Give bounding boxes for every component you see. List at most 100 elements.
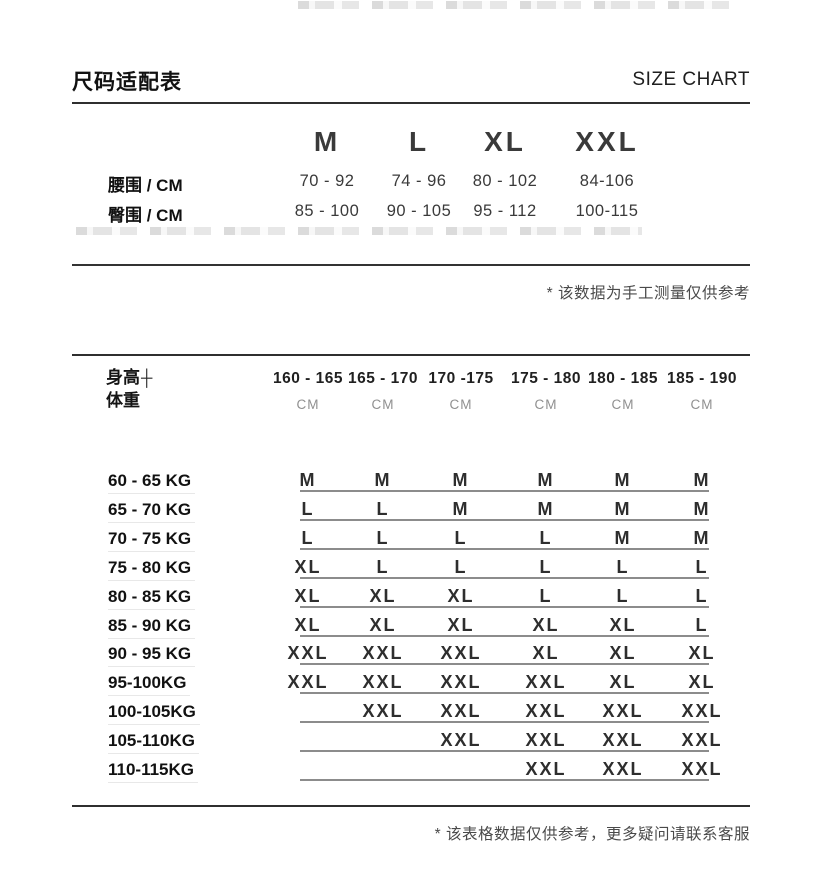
weight-label: 85 - 90 KG	[108, 616, 196, 639]
size-cell: L	[301, 528, 315, 548]
weight-label: 100-105KG	[108, 702, 200, 725]
size-cell: XL	[294, 615, 322, 635]
size-cell: M	[452, 499, 470, 519]
measurement-row: 腰围 / CM 70 - 92 74 - 96 80 - 102 84-106	[0, 170, 827, 195]
corner-cross-mark: ┼	[141, 370, 153, 387]
weight-label: 70 - 75 KG	[108, 529, 196, 552]
row-underline	[300, 692, 709, 694]
size-cell: L	[376, 528, 390, 548]
column-range-label: 170 -175	[428, 370, 494, 387]
size-cell: XL	[532, 643, 560, 663]
size-cell: XXL	[681, 759, 723, 779]
weight-row: 110-115KG XXL XXL XXL	[0, 758, 827, 784]
size-cell: XL	[369, 586, 397, 606]
height-column-header: 185 - 190 CM	[667, 370, 737, 412]
size-cell: XXL	[525, 759, 567, 779]
measurement-note: * 该数据为手工测量仅供参考	[546, 285, 750, 302]
height-weight-corner-label: 身高┼ 体重	[106, 367, 152, 413]
size-cell: XXL	[525, 730, 567, 750]
size-cell: M	[374, 470, 392, 490]
column-range-label: 165 - 170	[348, 370, 418, 387]
measurement-row: 臀围 / CM 85 - 100 90 - 105 95 - 112 100-115	[0, 200, 827, 225]
weight-label: 90 - 95 KG	[108, 644, 196, 667]
size-cell: XXL	[440, 730, 482, 750]
size-cell: L	[616, 586, 630, 606]
row-underline	[300, 519, 709, 521]
weight-label: 95-100KG	[108, 673, 191, 696]
weight-row: 95-100KG XXL XXL XXL XXL XL XL	[0, 671, 827, 697]
size-cell: M	[614, 499, 632, 519]
weight-row: 85 - 90 KG XL XL XL XL XL L	[0, 614, 827, 640]
column-unit-label: CM	[690, 397, 714, 412]
height-column-header: 170 -175 CM	[428, 370, 493, 412]
weight-row: 105-110KG XXL XXL XXL XXL	[0, 729, 827, 755]
size-cell: L	[454, 528, 468, 548]
size-header-cell: L	[408, 126, 430, 157]
weight-row: 90 - 95 KG XXL XXL XXL XL XL XL	[0, 642, 827, 668]
page-header: 尺码适配表 SIZE CHART	[72, 66, 750, 96]
size-cell: L	[616, 557, 630, 577]
column-range-label: 160 - 165	[273, 370, 343, 387]
size-cell: L	[695, 557, 709, 577]
height-column-header: 160 - 165 CM	[273, 370, 343, 412]
row-underline	[300, 490, 709, 492]
size-cell: XL	[609, 672, 637, 692]
weight-label: 65 - 70 KG	[108, 500, 196, 523]
weight-row: 70 - 75 KG L L L L M M	[0, 527, 827, 553]
size-cell: M	[299, 470, 317, 490]
size-cell: L	[454, 557, 468, 577]
size-cell: XXL	[287, 643, 329, 663]
size-cell: L	[539, 557, 553, 577]
page-title-en: SIZE CHART	[632, 69, 750, 90]
size-cell: XXL	[362, 672, 404, 692]
size-cell: M	[537, 499, 555, 519]
weight-label: 60 - 65 KG	[108, 471, 196, 494]
measurement-value: 70 - 92	[299, 172, 355, 190]
size-header-cell: XXL	[575, 126, 639, 157]
size-cell: XXL	[362, 643, 404, 663]
size-cell: XL	[369, 615, 397, 635]
size-cell: L	[301, 499, 315, 519]
size-cell: XXL	[602, 701, 644, 721]
size-header-cell: XL	[484, 126, 526, 157]
measurement-value: 90 - 105	[386, 202, 452, 220]
measurement-label: 臀围 / CM	[108, 206, 183, 225]
size-cell: XXL	[440, 643, 482, 663]
divider-fit-top	[72, 354, 750, 356]
column-unit-label: CM	[296, 397, 320, 412]
size-cell: L	[539, 528, 553, 548]
row-underline	[300, 721, 709, 723]
measurement-value: 74 - 96	[391, 172, 447, 190]
size-cell: XL	[609, 615, 637, 635]
footer-note: * 该表格数据仅供参考，更多疑问请联系客服	[434, 826, 750, 843]
row-underline	[300, 750, 709, 752]
size-cell: XL	[609, 643, 637, 663]
weight-row: 65 - 70 KG L L M M M M	[0, 498, 827, 524]
size-cell: XXL	[440, 672, 482, 692]
size-cell: L	[539, 586, 553, 606]
size-cell: M	[693, 470, 711, 490]
size-cell: XL	[447, 615, 475, 635]
weight-row: 75 - 80 KG XL L L L L L	[0, 556, 827, 582]
measurement-value: 95 - 112	[473, 202, 537, 220]
divider-measurement	[72, 264, 750, 266]
size-cell: XL	[688, 643, 716, 663]
size-cell: XXL	[362, 701, 404, 721]
row-underline	[300, 635, 709, 637]
row-underline	[300, 548, 709, 550]
size-header-cell: M	[313, 126, 341, 157]
divider-bottom	[72, 805, 750, 807]
measurement-label: 腰围 / CM	[108, 176, 183, 195]
size-cell: M	[693, 499, 711, 519]
weight-label: 75 - 80 KG	[108, 558, 196, 581]
size-cell: M	[693, 528, 711, 548]
weight-label: 105-110KG	[108, 731, 199, 754]
row-underline	[300, 663, 709, 665]
column-range-label: 180 - 185	[588, 370, 658, 387]
column-unit-label: CM	[611, 397, 635, 412]
height-column-header: 175 - 180 CM	[511, 370, 581, 412]
cropped-text-artifact-top	[298, 1, 740, 9]
weight-row: 100-105KG XXL XXL XXL XXL XXL	[0, 700, 827, 726]
size-cell: XL	[294, 557, 322, 577]
